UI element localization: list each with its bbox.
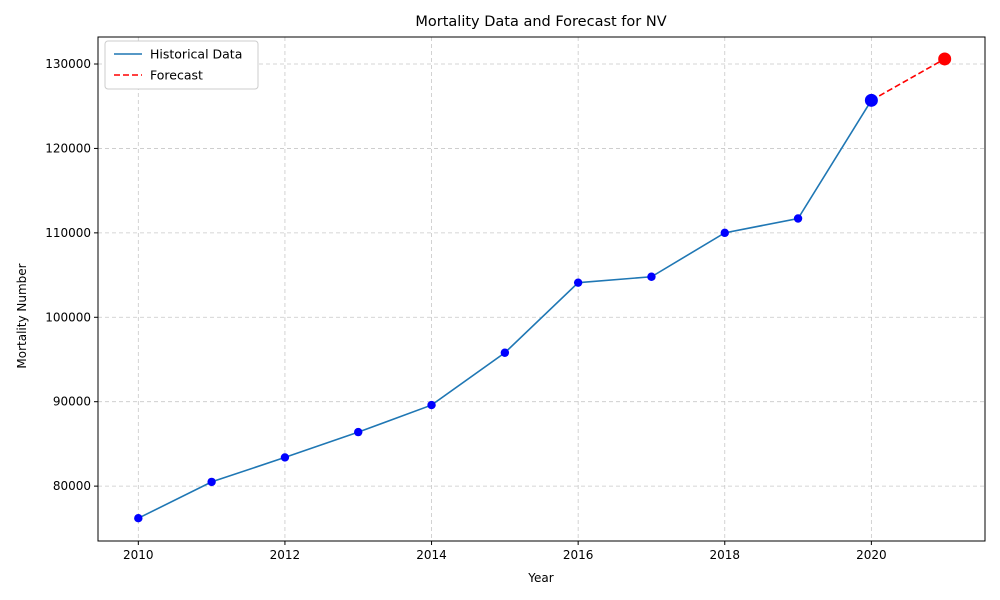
y-tick-label: 110000 [45,226,91,240]
y-tick-label: 90000 [53,395,91,409]
chart-title: Mortality Data and Forecast for NV [415,14,666,30]
historical-point [500,348,510,357]
y-tick-label: 120000 [45,141,91,155]
axes: 2010 2012 2014 2016 2018 2020 80000 90000 100000… [45,36,986,562]
x-axis-label: Year [527,571,553,585]
x-tick-label: 2010 [123,548,154,562]
historical-point [720,228,729,238]
forecast-point [938,52,952,66]
y-axis-label: Mortality Number [15,263,29,368]
legend: Historical Data Forecast [104,40,259,90]
historical-point [207,477,216,487]
plot-frame [97,36,986,542]
historical-point [427,400,436,410]
historical-point [573,278,583,287]
historical-line [137,99,873,519]
latest-historical-point [864,93,878,107]
data-points [134,52,952,523]
historical-point [280,453,290,462]
historical-point [354,427,363,437]
grid [98,37,985,541]
x-tick-label: 2016 [563,548,594,562]
forecast-line [870,58,946,102]
historical-point [647,272,656,281]
historical-point [793,214,803,223]
y-tick-label: 100000 [45,310,91,324]
y-tick-label: 80000 [53,479,91,493]
legend-forecast-label: Forecast [150,68,203,83]
x-tick-label: 2018 [709,548,740,562]
legend-box [104,40,259,90]
x-tick-label: 2014 [416,548,447,562]
x-tick-label: 2012 [270,548,301,562]
x-tick-label: 2020 [856,548,887,562]
series [137,58,946,519]
y-tick-label: 130000 [45,57,91,71]
historical-point [134,514,143,523]
legend-historical-label: Historical Data [150,47,242,62]
